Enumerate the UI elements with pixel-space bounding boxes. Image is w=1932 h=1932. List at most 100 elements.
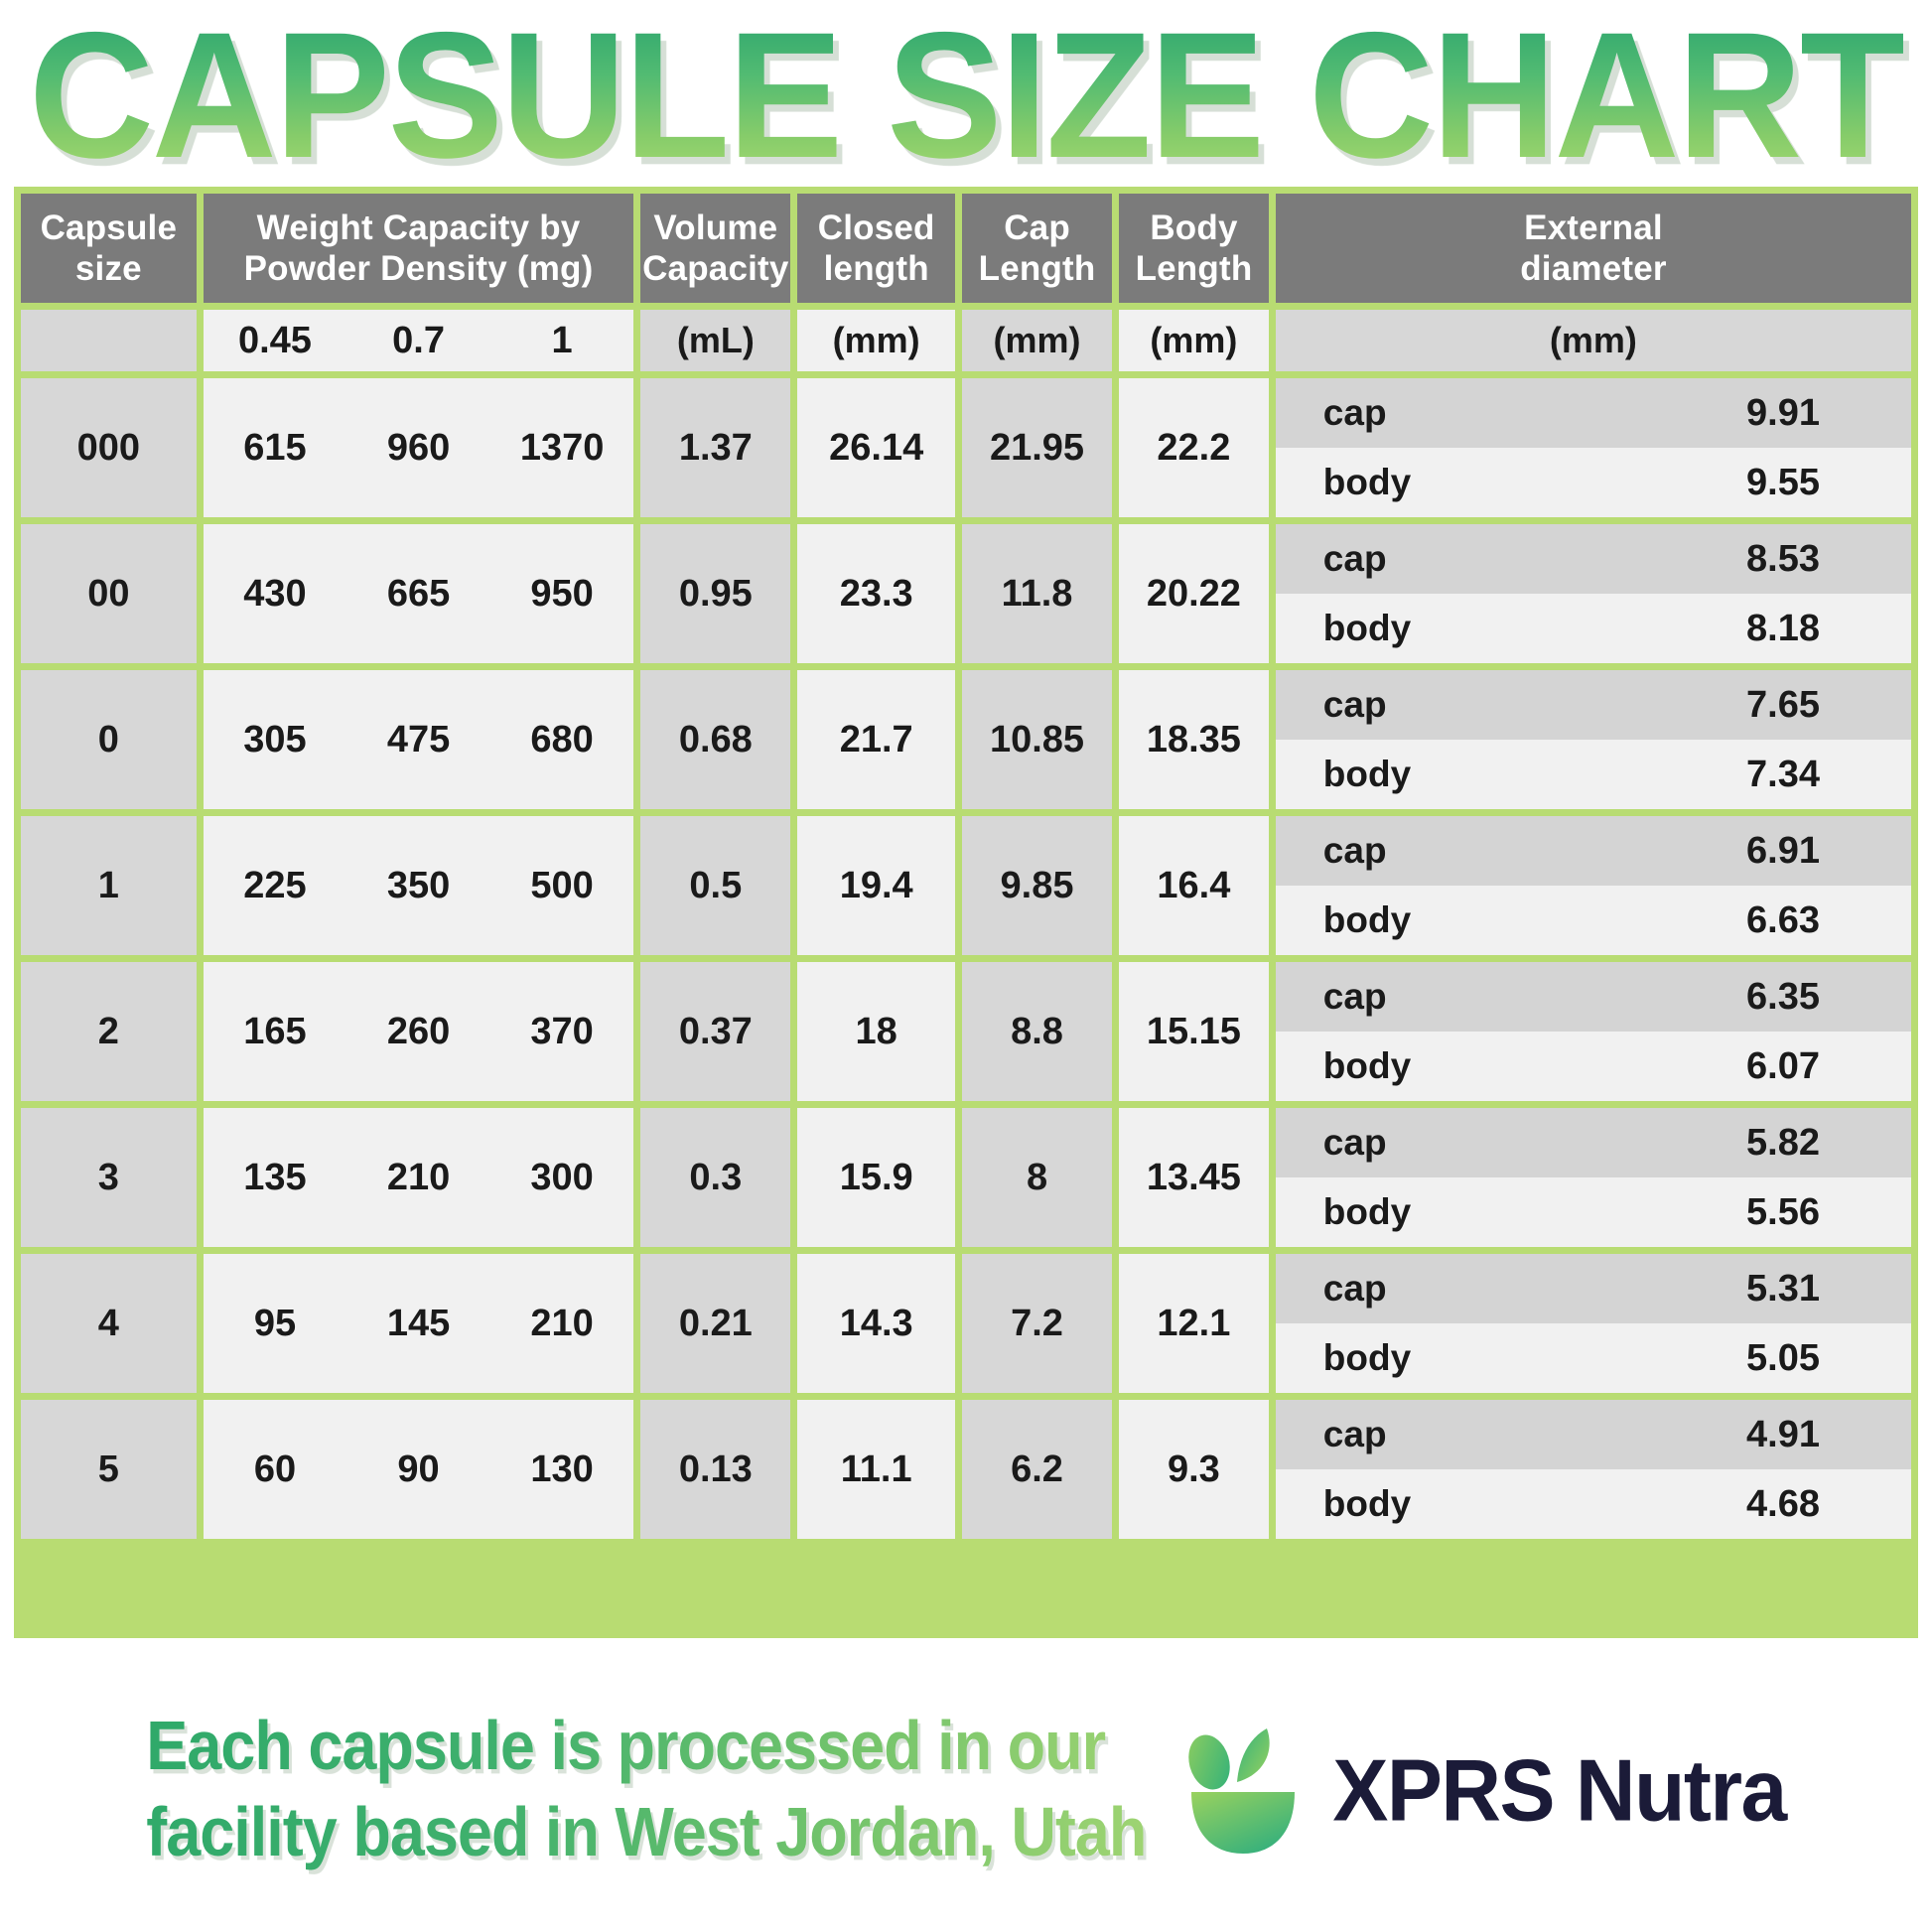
cell-cap-length: 8 bbox=[962, 1108, 1112, 1247]
table-row: 1 225 350 500 0.5 19.4 9.85 16.4 cap 6.9… bbox=[21, 816, 1911, 955]
cell-weight-07: 90 bbox=[397, 1448, 440, 1490]
cell-weight-1: 130 bbox=[530, 1448, 594, 1490]
page-title: CAPSULE SIZE CHART bbox=[28, 0, 1906, 197]
ext-body-value: 6.07 bbox=[1746, 1044, 1820, 1087]
cell-closed-length: 26.14 bbox=[797, 378, 956, 517]
cell-weight-capacity: 225 350 500 bbox=[203, 816, 634, 955]
ext-body-label: body bbox=[1322, 754, 1412, 794]
table-row: 5 60 90 130 0.13 11.1 6.2 9.3 cap 4.91 b… bbox=[21, 1400, 1911, 1539]
title-banner: CAPSULE SIZE CHART bbox=[0, 0, 1932, 187]
cell-external-diameter: cap 5.31 body 5.05 bbox=[1275, 1254, 1911, 1393]
units-external-diameter: (mm) bbox=[1275, 310, 1911, 371]
ext-cap-subrow: cap 5.31 bbox=[1275, 1254, 1911, 1323]
ext-body-label: body bbox=[1322, 899, 1412, 940]
ext-cap-value: 9.91 bbox=[1746, 391, 1820, 434]
header-weight-capacity: Weight Capacity by Powder Density (mg) bbox=[203, 194, 634, 303]
cell-weight-1: 950 bbox=[530, 572, 594, 615]
cell-closed-length: 23.3 bbox=[797, 524, 956, 663]
units-density-045: 0.45 bbox=[237, 319, 312, 361]
cell-closed-length: 14.3 bbox=[797, 1254, 956, 1393]
table-header-row: Capsule size Weight Capacity by Powder D… bbox=[21, 194, 1911, 303]
cell-weight-07: 260 bbox=[386, 1010, 451, 1052]
header-volume-capacity: Volume Capacity bbox=[640, 194, 791, 303]
cell-weight-045: 430 bbox=[243, 572, 307, 615]
cell-volume-capacity: 0.3 bbox=[640, 1108, 791, 1247]
facility-statement-line1: Each capsule is processed in our bbox=[146, 1708, 1106, 1785]
cell-volume-capacity: 0.21 bbox=[640, 1254, 791, 1393]
ext-cap-value: 5.82 bbox=[1746, 1121, 1820, 1164]
cell-cap-length: 8.8 bbox=[962, 962, 1112, 1101]
ext-cap-subrow: cap 6.91 bbox=[1275, 816, 1911, 886]
ext-body-value: 8.18 bbox=[1746, 607, 1820, 649]
footer: Each capsule is processed in our facilit… bbox=[0, 1648, 1932, 1932]
ext-body-subrow: body 6.63 bbox=[1275, 886, 1911, 955]
cell-external-diameter: cap 7.65 body 7.34 bbox=[1275, 670, 1911, 809]
ext-cap-value: 6.91 bbox=[1746, 829, 1820, 872]
cell-external-diameter: cap 5.82 body 5.56 bbox=[1275, 1108, 1911, 1247]
ext-body-label: body bbox=[1322, 1191, 1412, 1232]
cell-weight-1: 210 bbox=[530, 1302, 594, 1344]
header-body-line1: Body bbox=[1150, 207, 1238, 247]
ext-cap-subrow: cap 9.91 bbox=[1275, 378, 1911, 448]
ext-body-value: 6.63 bbox=[1746, 898, 1820, 941]
cell-weight-07: 350 bbox=[386, 864, 451, 906]
cell-closed-length: 19.4 bbox=[797, 816, 956, 955]
ext-body-subrow: body 5.56 bbox=[1275, 1177, 1911, 1247]
table-row: 0 305 475 680 0.68 21.7 10.85 18.35 cap … bbox=[21, 670, 1911, 809]
cell-weight-capacity: 305 475 680 bbox=[203, 670, 634, 809]
cell-weight-045: 135 bbox=[243, 1156, 307, 1198]
cell-external-diameter: cap 9.91 body 9.55 bbox=[1275, 378, 1911, 517]
header-closed-length: Closed length bbox=[797, 194, 956, 303]
ext-cap-label: cap bbox=[1322, 538, 1387, 579]
header-cap-line1: Cap bbox=[1004, 207, 1070, 247]
header-capsule-size: Capsule size bbox=[21, 194, 197, 303]
cell-body-length: 13.45 bbox=[1118, 1108, 1269, 1247]
cell-body-length: 18.35 bbox=[1118, 670, 1269, 809]
cell-weight-1: 370 bbox=[530, 1010, 594, 1052]
ext-body-value: 5.05 bbox=[1746, 1336, 1820, 1379]
cell-body-length: 12.1 bbox=[1118, 1254, 1269, 1393]
cell-body-length: 20.22 bbox=[1118, 524, 1269, 663]
cell-weight-07: 475 bbox=[386, 718, 451, 760]
ext-cap-subrow: cap 8.53 bbox=[1275, 524, 1911, 594]
cell-weight-1: 500 bbox=[530, 864, 594, 906]
cell-weight-capacity: 60 90 130 bbox=[203, 1400, 634, 1539]
cell-volume-capacity: 0.95 bbox=[640, 524, 791, 663]
cell-volume-capacity: 1.37 bbox=[640, 378, 791, 517]
ext-body-label: body bbox=[1322, 1337, 1412, 1378]
cell-weight-1: 680 bbox=[530, 718, 594, 760]
ext-body-subrow: body 8.18 bbox=[1275, 594, 1911, 663]
cell-volume-capacity: 0.13 bbox=[640, 1400, 791, 1539]
header-body-line2: Length bbox=[1135, 249, 1253, 288]
ext-body-value: 5.56 bbox=[1746, 1190, 1820, 1233]
units-weight-capacity: 0.45 0.7 1 bbox=[203, 310, 634, 371]
cell-weight-07: 960 bbox=[386, 426, 451, 469]
cell-external-diameter: cap 6.91 body 6.63 bbox=[1275, 816, 1911, 955]
table-row: 3 135 210 300 0.3 15.9 8 13.45 cap 5.82 … bbox=[21, 1108, 1911, 1247]
cell-body-length: 15.15 bbox=[1118, 962, 1269, 1101]
cell-closed-length: 18 bbox=[797, 962, 956, 1101]
table-row: 00 430 665 950 0.95 23.3 11.8 20.22 cap … bbox=[21, 524, 1911, 663]
ext-body-subrow: body 9.55 bbox=[1275, 448, 1911, 517]
cell-closed-length: 11.1 bbox=[797, 1400, 956, 1539]
facility-statement-line2: facility based in West Jordan, Utah bbox=[146, 1794, 1147, 1871]
header-volume-line1: Volume bbox=[653, 207, 778, 247]
cell-capsule-size: 1 bbox=[21, 816, 197, 955]
units-capsule-size bbox=[21, 310, 197, 371]
cell-capsule-size: 3 bbox=[21, 1108, 197, 1247]
ext-cap-value: 8.53 bbox=[1746, 537, 1820, 580]
cell-capsule-size: 4 bbox=[21, 1254, 197, 1393]
cell-weight-1: 1370 bbox=[519, 426, 605, 469]
cell-cap-length: 7.2 bbox=[962, 1254, 1112, 1393]
cell-capsule-size: 0 bbox=[21, 670, 197, 809]
cell-external-diameter: cap 8.53 body 8.18 bbox=[1275, 524, 1911, 663]
cell-weight-1: 300 bbox=[530, 1156, 594, 1198]
ext-cap-label: cap bbox=[1322, 976, 1387, 1017]
units-body-length: (mm) bbox=[1118, 310, 1269, 371]
cell-volume-capacity: 0.68 bbox=[640, 670, 791, 809]
cell-closed-length: 15.9 bbox=[797, 1108, 956, 1247]
capsule-size-table: Capsule size Weight Capacity by Powder D… bbox=[14, 187, 1918, 1638]
cell-weight-045: 615 bbox=[243, 426, 307, 469]
ext-cap-value: 7.65 bbox=[1746, 683, 1820, 726]
cell-weight-07: 210 bbox=[386, 1156, 451, 1198]
